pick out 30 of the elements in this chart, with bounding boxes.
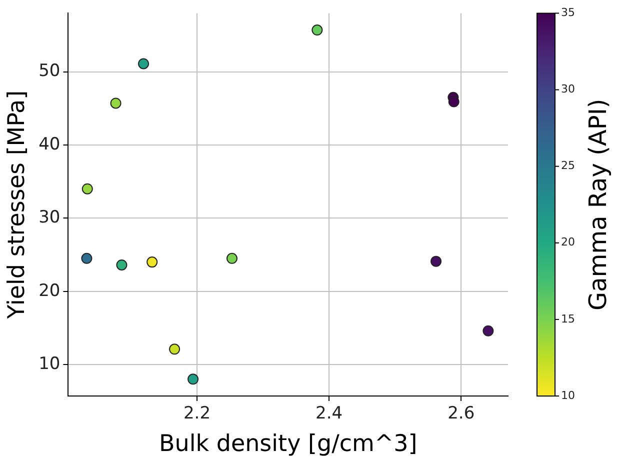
point: [430, 256, 442, 267]
x-tick-label: 2.4: [316, 404, 343, 424]
y-axis-title: Yield stresses [MPa]: [4, 90, 30, 320]
point: [146, 256, 158, 268]
color-bar-label: 15: [561, 312, 575, 326]
color-bar-label: 30: [561, 82, 575, 96]
x-axis-title: Bulk density [g/cm^3]: [158, 431, 418, 458]
point: [188, 374, 199, 385]
color-bar-label: 10: [561, 388, 575, 402]
point: [226, 252, 238, 264]
x-tick-label: 2.6: [448, 404, 475, 424]
color-bar-label: 25: [561, 159, 575, 172]
color-bar-label: 35: [561, 6, 575, 20]
point: [110, 98, 122, 109]
point: [169, 344, 180, 355]
y-tick-label: 40: [38, 134, 60, 154]
point: [138, 58, 150, 70]
point: [448, 96, 460, 108]
y-tick-label: 50: [38, 61, 60, 82]
color-bar-title: Gamma Ray (API): [584, 98, 612, 310]
color-bar-label: 20: [561, 236, 575, 249]
y-tick-label: 20: [38, 280, 60, 301]
point: [482, 325, 494, 336]
point: [116, 259, 128, 270]
x-tick-label: 2.2: [183, 404, 211, 424]
point: [82, 183, 93, 194]
y-tick-label: 10: [38, 354, 60, 374]
point: [312, 24, 323, 36]
y-tick-label: 30: [38, 208, 60, 228]
point: [81, 252, 92, 264]
